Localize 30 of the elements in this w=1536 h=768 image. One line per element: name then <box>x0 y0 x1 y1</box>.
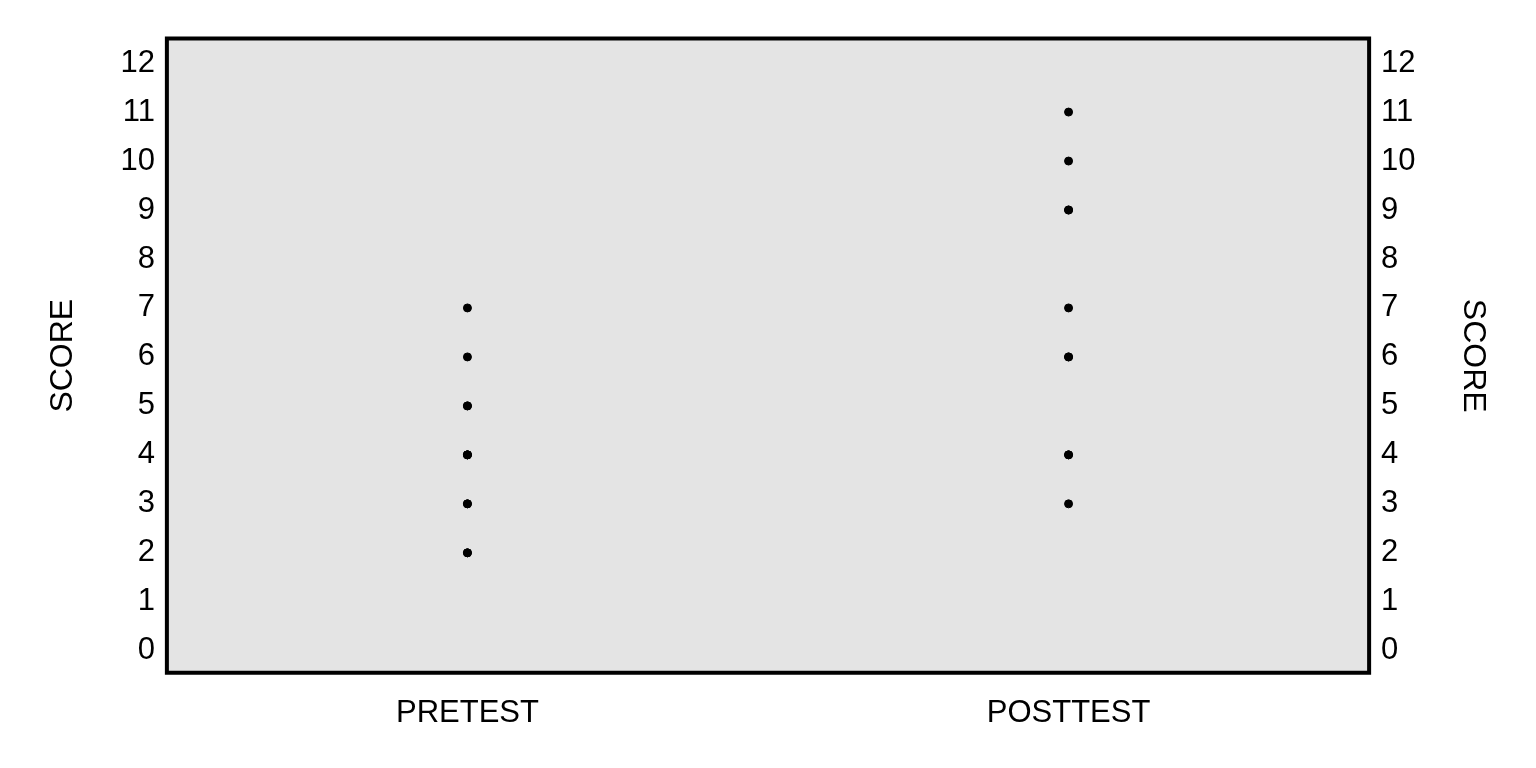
y-tick-label: 1 <box>137 582 155 618</box>
y-tick-label: 5 <box>137 386 155 422</box>
y2-axis-title: SCORE <box>1456 298 1493 413</box>
y-tick-label: 0 <box>137 631 155 667</box>
y-tick-label: 11 <box>122 92 155 128</box>
y2-tick-label: 3 <box>1381 484 1399 520</box>
x-tick-label: POSTTEST <box>986 693 1151 729</box>
y2-tick-label: 9 <box>1381 190 1399 226</box>
y-tick-label: 12 <box>120 43 155 79</box>
y2-tick-label: 7 <box>1381 288 1399 324</box>
y2-tick-label: 1 <box>1381 582 1399 618</box>
y-tick-label: 4 <box>137 435 155 471</box>
y2-tick-label: 10 <box>1381 141 1416 177</box>
y2-tick-label: 11 <box>1381 92 1414 128</box>
y2-tick-label: 6 <box>1381 337 1399 373</box>
y-tick-label: 9 <box>137 190 155 226</box>
x-tick-label: PRETEST <box>395 693 539 729</box>
y-tick-label: 6 <box>137 337 155 373</box>
y2-tick-label: 12 <box>1381 43 1416 79</box>
y-tick-label: 10 <box>120 141 155 177</box>
y2-tick-label: 2 <box>1381 533 1399 569</box>
y2-tick-label: 4 <box>1381 435 1399 471</box>
y-tick-label: 7 <box>137 288 155 324</box>
y-tick-label: 3 <box>137 484 155 520</box>
y-tick-label: 2 <box>137 533 155 569</box>
y-tick-label: 8 <box>137 239 155 275</box>
y2-tick-label: 0 <box>1381 631 1399 667</box>
y2-tick-label: 5 <box>1381 386 1399 422</box>
y-axis-title: SCORE <box>43 298 80 413</box>
y2-tick-label: 8 <box>1381 239 1399 275</box>
